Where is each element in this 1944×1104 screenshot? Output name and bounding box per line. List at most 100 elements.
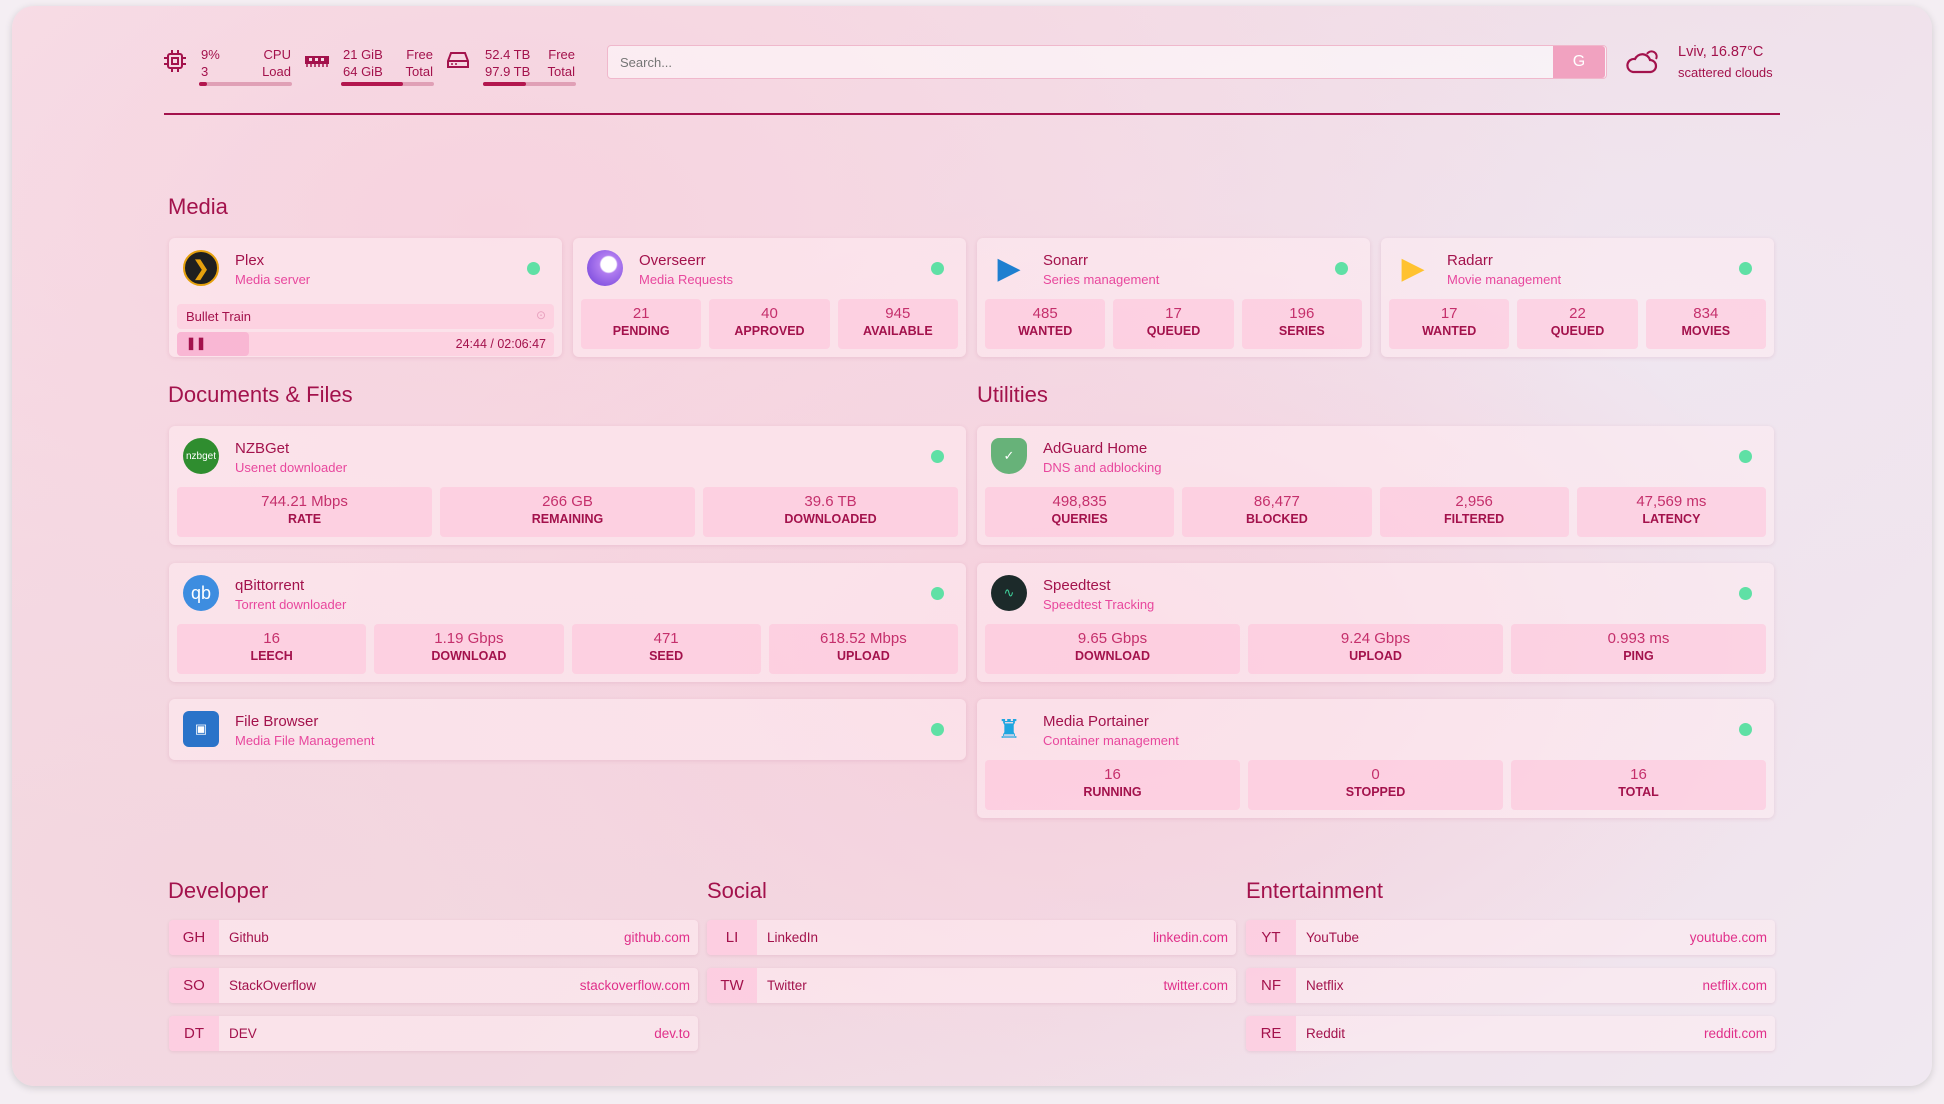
stat-pending: 21 PENDING: [581, 299, 702, 349]
status-dot: [1739, 262, 1752, 275]
stat-label: RUNNING: [1083, 785, 1142, 799]
stat-value: 9.24 Gbps: [1340, 630, 1411, 647]
bookmark-url: twitter.com: [1163, 978, 1228, 993]
stat-value: 39.6 TB: [804, 493, 857, 510]
service-card-sonarr[interactable]: ▶ Sonarr Series management 485 WANTED 17 QUEUE…: [977, 238, 1370, 357]
stat-label: WANTED: [1422, 324, 1477, 338]
disk-free-value: 52.4 TB: [485, 47, 531, 62]
service-subtitle: Container management: [1043, 733, 1179, 748]
bookmark-netflix[interactable]: NF Netflix netflix.com: [1246, 968, 1775, 1003]
search-button[interactable]: G: [1553, 46, 1605, 78]
stat-label: DOWNLOADED: [784, 512, 877, 526]
stat-series: 196 SERIES: [1241, 299, 1362, 349]
pause-icon[interactable]: ❚❚: [186, 336, 207, 350]
stat-remaining: 266 GB REMAINING: [440, 487, 695, 537]
bookmark-name: YouTube: [1306, 930, 1360, 945]
status-dot: [1335, 262, 1348, 275]
service-title: NZBGet: [235, 440, 290, 457]
memory-icon: [305, 56, 329, 67]
stat-label: AVAILABLE: [862, 324, 933, 338]
bookmark-dev[interactable]: DT DEV dev.to: [169, 1016, 698, 1051]
stat-downloaded: 39.6 TB DOWNLOADED: [703, 487, 958, 537]
search-input[interactable]: [607, 45, 1607, 79]
section-developer: Developer: [168, 878, 269, 903]
status-dot: [931, 723, 944, 736]
speedtest-icon: ∿: [991, 575, 1027, 611]
stat-leech: 16 LEECH: [177, 624, 367, 674]
service-card-file-browser[interactable]: ▣ File Browser Media File Management: [169, 699, 966, 760]
stat-value: 17: [1440, 305, 1458, 322]
service-card-speedtest[interactable]: ∿ Speedtest Speedtest Tracking 9.65 Gbps DOW…: [977, 563, 1774, 682]
service-card-nzbget[interactable]: nzbget NZBGet Usenet downloader 744.21 Mbps…: [169, 426, 966, 545]
stat-value: 9.65 Gbps: [1077, 630, 1148, 647]
playback-time: 24:44 / 02:06:47: [455, 337, 546, 351]
bookmark-url: dev.to: [654, 1026, 690, 1041]
section-media: Media: [168, 194, 228, 219]
qbittorrent-icon: qb: [183, 575, 219, 611]
stat-label: QUERIES: [1051, 512, 1108, 526]
bookmark-abbr: NF: [1246, 968, 1296, 1003]
header-divider: [164, 113, 1780, 115]
stat-filtered: 2,956 FILTERED: [1379, 487, 1569, 537]
stat-wanted: 485 WANTED: [985, 299, 1106, 349]
stat-value: 744.21 Mbps: [261, 493, 348, 510]
filebrowser-icon: ▣: [183, 711, 219, 747]
radarr-icon: ▶: [1401, 251, 1425, 285]
plex-icon: ❯: [183, 250, 219, 286]
bookmark-name: Netflix: [1306, 978, 1344, 993]
bookmark-github[interactable]: GH Github github.com: [169, 920, 698, 955]
progress-fill: [177, 332, 249, 356]
service-title: Sonarr: [1043, 252, 1089, 269]
stat-queued: 17 QUEUED: [1113, 299, 1234, 349]
cloud-icon: [1626, 50, 1658, 74]
stat-value: 21: [632, 305, 650, 322]
weather-location-temp: Lviv, 16.87°C: [1678, 44, 1764, 60]
bookmark-reddit[interactable]: RE Reddit reddit.com: [1246, 1016, 1775, 1051]
bookmark-stackoverflow[interactable]: SO StackOverflow stackoverflow.com: [169, 968, 698, 1003]
nzbget-icon: nzbget: [183, 438, 219, 474]
stat-label: STOPPED: [1345, 785, 1406, 799]
stat-label: QUEUED: [1146, 324, 1201, 338]
bookmark-name: Twitter: [767, 978, 807, 993]
service-title: qBittorrent: [235, 577, 305, 594]
stat-running: 16 RUNNING: [985, 760, 1240, 810]
stat-value: 0: [1371, 766, 1380, 783]
bookmark-youtube[interactable]: YT YouTube youtube.com: [1246, 920, 1775, 955]
stat-available: 945 AVAILABLE: [837, 299, 958, 349]
disk-total-value: 97.9 TB: [485, 64, 531, 79]
stat-value: 471: [653, 630, 679, 647]
service-card-plex[interactable]: ❯ Plex Media server Bullet Train ⊙ ❚❚ 24…: [169, 238, 562, 357]
now-playing-title: Bullet Train: [186, 309, 252, 324]
stat-value: 40: [761, 305, 778, 322]
bookmark-linkedin[interactable]: LI LinkedIn linkedin.com: [707, 920, 1236, 955]
bookmark-url: netflix.com: [1702, 978, 1767, 993]
stat-value: 0.993 ms: [1607, 630, 1670, 647]
status-dot: [527, 262, 540, 275]
stat-queued: 22 QUEUED: [1517, 299, 1638, 349]
stat-ping: 0.993 ms PING: [1511, 624, 1766, 674]
bookmark-twitter[interactable]: TW Twitter twitter.com: [707, 968, 1236, 1003]
stat-approved: 40 APPROVED: [709, 299, 830, 349]
stat-label: UPLOAD: [1349, 649, 1402, 663]
stat-stopped: 0 STOPPED: [1248, 760, 1503, 810]
stat-value: 17: [1165, 305, 1182, 322]
stat-value: 266 GB: [542, 493, 593, 510]
stat-label: MOVIES: [1681, 324, 1731, 338]
stat-value: 618.52 Mbps: [820, 630, 907, 647]
portainer-icon: ♜: [997, 713, 1021, 744]
service-card-qbittorrent[interactable]: qb qBittorrent Torrent downloader 16 LEECH 1.…: [169, 563, 966, 682]
stat-label: LATENCY: [1642, 512, 1701, 526]
service-card-overseerr[interactable]: Overseerr Media Requests 21 PENDING 40 APPROV…: [573, 238, 966, 357]
now-playing-row: Bullet Train ⊙: [177, 304, 554, 329]
stat-value: 22: [1569, 305, 1586, 322]
memory-free-label: Free: [406, 47, 433, 62]
stat-value: 1.19 Gbps: [434, 630, 504, 647]
service-card-radarr[interactable]: ▶ Radarr Movie management 17 WANTED 22 QUEUED 8…: [1381, 238, 1774, 357]
status-dot: [1739, 587, 1752, 600]
stat-label: PING: [1623, 649, 1654, 663]
playback-progress[interactable]: ❚❚ 24:44 / 02:06:47: [177, 332, 554, 356]
dashboard: 9% 3 CPU Load 21 GiB 64 GiB Free Total 5…: [12, 6, 1932, 1086]
service-card-adguard-home[interactable]: ✓ AdGuard Home DNS and adblocking 498,835 QU…: [977, 426, 1774, 545]
service-card-media-portainer[interactable]: ♜ Media Portainer Container management 16 RU…: [977, 699, 1774, 818]
stat-movies: 834 MOVIES: [1645, 299, 1766, 349]
